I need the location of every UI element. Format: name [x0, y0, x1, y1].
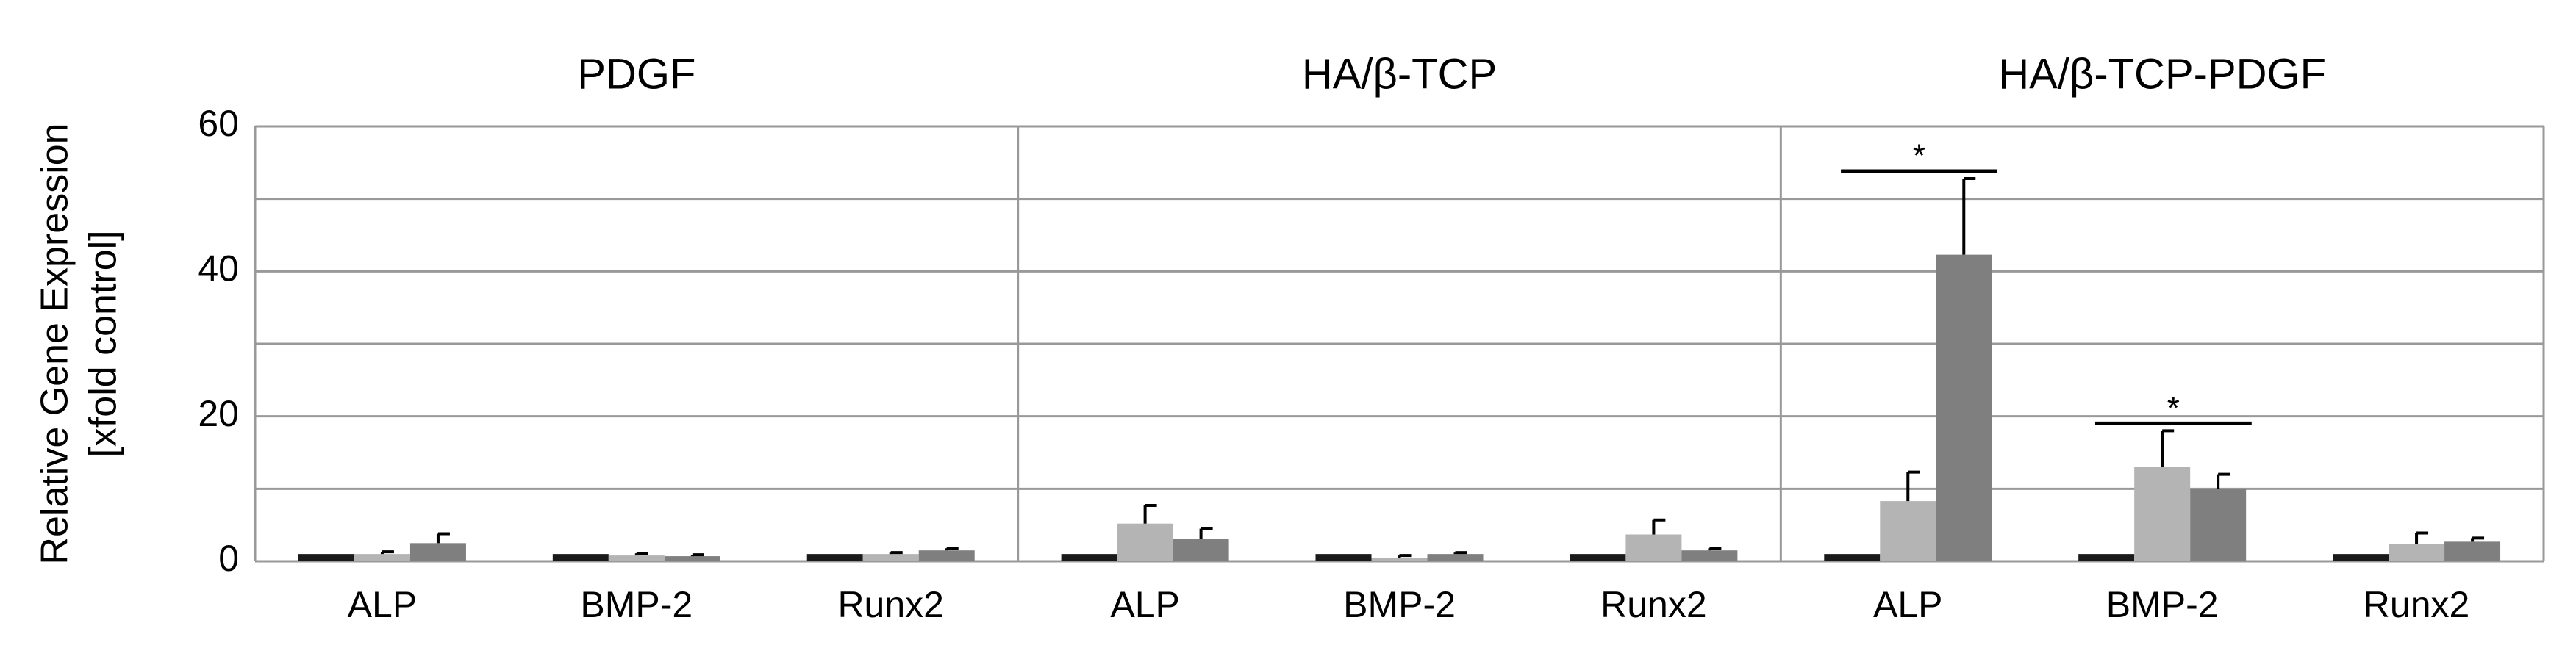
bar — [1880, 501, 1936, 561]
bar — [862, 554, 919, 561]
error-bar — [634, 552, 648, 556]
bar — [806, 554, 863, 561]
bar — [1061, 554, 1117, 561]
y-axis-label: [xfold control] — [82, 230, 125, 457]
x-tick-label: Runx2 — [837, 584, 944, 625]
error-bar — [2471, 536, 2485, 542]
y-tick-label: 60 — [198, 103, 239, 144]
bar — [1936, 254, 1992, 561]
error-bar — [2217, 472, 2230, 489]
bar — [2389, 544, 2445, 561]
bar — [1681, 550, 1738, 561]
x-tick-label: BMP-2 — [2106, 584, 2219, 625]
error-bar — [1652, 518, 1666, 535]
x-tick-label: Runx2 — [1600, 584, 1707, 625]
bar — [608, 555, 665, 561]
bar — [1371, 558, 1428, 561]
y-tick-label: 20 — [198, 393, 239, 434]
x-tick-label: ALP — [348, 584, 418, 625]
bar — [354, 554, 410, 561]
error-bar — [380, 550, 394, 555]
significance-label: * — [1913, 138, 1925, 174]
y-tick-label: 40 — [198, 248, 239, 289]
panel-title: HA/β-TCP-PDGF — [1998, 50, 2326, 98]
panel-title: HA/β-TCP — [1302, 50, 1497, 98]
significance-label: * — [2167, 390, 2180, 426]
bar — [298, 554, 354, 561]
panel-title: PDGF — [577, 50, 695, 98]
x-tick-label: BMP-2 — [580, 584, 693, 625]
bar — [2078, 554, 2135, 561]
bar — [664, 556, 720, 561]
error-bar — [1453, 551, 1467, 555]
bar — [1173, 539, 1229, 561]
bar — [1570, 554, 1626, 561]
bar — [2333, 554, 2389, 561]
bar — [2444, 541, 2501, 561]
bar — [1427, 554, 1484, 561]
error-bar — [1708, 547, 1722, 551]
bar — [2134, 467, 2191, 561]
y-axis-label: Relative Gene Expression — [34, 123, 76, 564]
error-bar — [690, 553, 704, 557]
error-bar — [1906, 470, 1920, 502]
error-bar — [1143, 504, 1157, 524]
x-tick-label: ALP — [1110, 584, 1180, 625]
bar — [1625, 534, 1682, 561]
error-bar — [1398, 554, 1412, 558]
x-tick-label: ALP — [1873, 584, 1943, 625]
error-bar — [889, 551, 903, 555]
error-bar — [2415, 531, 2429, 544]
bar — [409, 543, 466, 561]
x-tick-label: BMP-2 — [1343, 584, 1456, 625]
error-bar — [945, 547, 959, 551]
bar — [1824, 554, 1881, 561]
y-tick-label: 0 — [218, 538, 239, 579]
bar — [918, 550, 975, 561]
error-bar — [2161, 429, 2175, 467]
x-tick-label: Runx2 — [2364, 584, 2470, 625]
error-bar — [1962, 177, 1976, 255]
error-bar — [436, 532, 450, 544]
error-bar — [1199, 527, 1213, 539]
bar — [1117, 523, 1173, 561]
bar — [552, 554, 609, 561]
bar — [1315, 554, 1372, 561]
bar — [2190, 489, 2247, 561]
